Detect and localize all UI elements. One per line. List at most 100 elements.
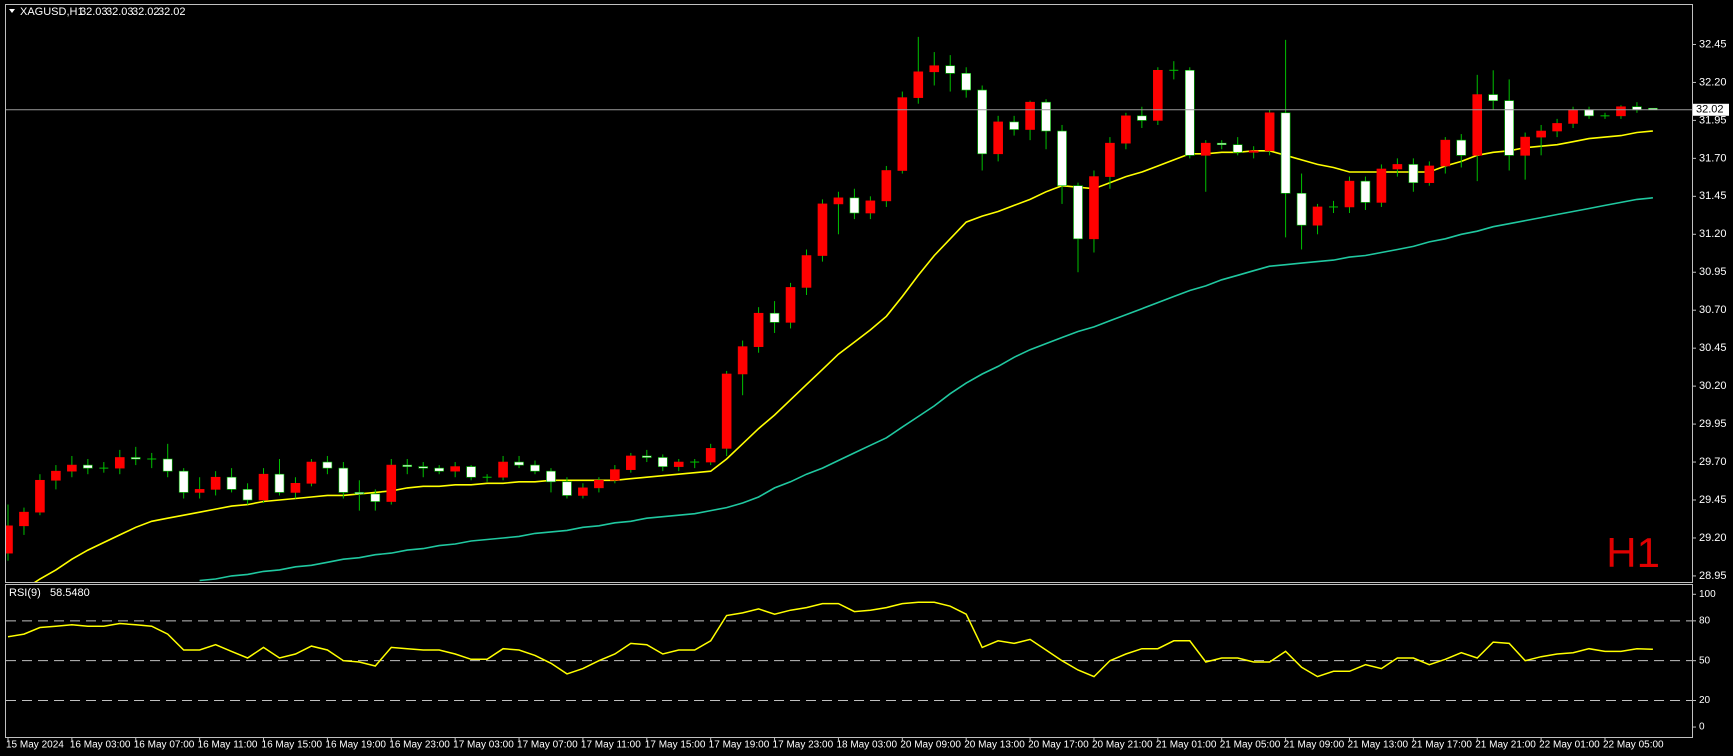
x-tick-label: 15 May 2024: [6, 740, 64, 751]
x-tick-label: 21 May 17:00: [1411, 740, 1472, 751]
y-tick-label: 31.20: [1699, 228, 1727, 240]
candle-body: [897, 97, 908, 171]
candle-body: [626, 455, 636, 470]
candle-body: [753, 312, 764, 347]
x-tick-label: 17 May 15:00: [645, 740, 706, 751]
candle-body: [1073, 185, 1083, 240]
x-tick-label: 20 May 21:00: [1092, 740, 1153, 751]
candle-body: [466, 466, 476, 478]
candle-body: [721, 373, 732, 449]
header-high: 32.03: [106, 6, 134, 18]
candle-body: [498, 461, 508, 478]
x-tick-label: 17 May 03:00: [453, 740, 514, 751]
y-tick-label: 20: [1699, 695, 1711, 706]
symbol-title: XAGUSD,H1: [20, 6, 84, 18]
candle-body: [1584, 109, 1594, 117]
y-tick-label: 80: [1699, 615, 1711, 626]
candle-body: [19, 511, 29, 527]
candle-body: [1344, 180, 1355, 208]
y-tick-label: 30.45: [1699, 342, 1727, 354]
x-tick-label: 20 May 09:00: [900, 740, 961, 751]
last-price-box: [1693, 103, 1729, 116]
candle-body: [450, 466, 460, 472]
y-tick-label: 29.95: [1699, 418, 1727, 430]
candle-body: [801, 255, 812, 288]
candle-body: [402, 464, 413, 467]
candle-body: [434, 467, 444, 472]
candle-body: [194, 489, 205, 493]
candle-body: [1216, 142, 1227, 145]
candle-body: [1376, 168, 1387, 203]
plot-area: [6, 36, 1658, 582]
x-tick-label: 17 May 07:00: [517, 740, 578, 751]
x-tick-label: 21 May 05:00: [1220, 740, 1281, 751]
candle-body: [641, 455, 652, 458]
candle-body: [114, 457, 125, 469]
x-tick-label: 16 May 15:00: [262, 740, 323, 751]
x-tick-label: 20 May 17:00: [1028, 740, 1089, 751]
candle-body: [1472, 94, 1483, 156]
header-open: 32.03: [80, 6, 108, 18]
candle-body: [1312, 206, 1323, 226]
x-tick-label: 20 May 13:00: [964, 740, 1025, 751]
candle-body: [1057, 130, 1067, 186]
candle-body: [1184, 69, 1195, 156]
candle-body: [881, 170, 892, 202]
candle-body: [1568, 109, 1578, 124]
x-tick-label: 16 May 19:00: [325, 740, 386, 751]
candle-body: [290, 483, 301, 493]
x-tick-label: 21 May 21:00: [1475, 740, 1536, 751]
x-tick-label: 21 May 13:00: [1347, 740, 1408, 751]
x-tick-label: 17 May 11:00: [581, 740, 641, 751]
candle-body: [306, 461, 317, 484]
y-tick-label: 31.45: [1699, 190, 1727, 202]
x-tick-label: 17 May 23:00: [773, 740, 834, 751]
candle-body: [210, 476, 221, 490]
y-tick-label: 32.20: [1699, 76, 1727, 88]
rsi-current: 58.5480: [50, 587, 90, 599]
candle-body: [242, 489, 253, 501]
menu-arrow[interactable]: [9, 9, 15, 13]
candle-body: [562, 481, 572, 496]
candle-body: [1041, 101, 1051, 132]
candle-body: [1264, 112, 1275, 152]
candle-body: [673, 461, 684, 467]
candle-body: [1121, 115, 1131, 144]
candle-body: [130, 457, 141, 460]
rsi-area: [6, 601, 1692, 701]
x-tick-label: 21 May 09:00: [1284, 740, 1345, 751]
candle-body: [514, 461, 524, 466]
candle-body: [1536, 130, 1546, 138]
candle-body: [737, 346, 748, 375]
candle-body: [610, 469, 620, 481]
x-tick-label: 22 May 01:00: [1539, 740, 1600, 751]
candle-body: [1296, 192, 1307, 226]
candle-body: [594, 479, 604, 489]
candle-body: [1456, 139, 1467, 156]
candle-body: [226, 476, 237, 490]
candle-body: [1200, 142, 1211, 156]
moving-average-line: [199, 197, 1653, 582]
candle-body: [6, 525, 13, 554]
rsi-line: [7, 601, 1653, 678]
candle-body: [769, 312, 780, 323]
y-tick-label: 29.20: [1699, 532, 1727, 544]
candle-body: [1360, 180, 1371, 203]
y-tick-label: 50: [1699, 655, 1711, 666]
candle-body: [1408, 164, 1419, 183]
y-tick-label: 30.70: [1699, 304, 1727, 316]
candle-body: [418, 466, 429, 469]
candle-body: [1025, 101, 1035, 130]
y-tick-label: 0: [1699, 722, 1705, 733]
x-tick-label: 16 May 23:00: [389, 740, 450, 751]
candle-body: [370, 493, 381, 502]
candle-body: [785, 287, 796, 323]
candle-body: [833, 197, 844, 205]
candle-body: [993, 121, 1003, 155]
x-tick-label: 16 May 07:00: [134, 740, 195, 751]
y-tick-label: 30.20: [1699, 380, 1727, 392]
rsi-title: RSI(9): [9, 587, 41, 599]
candle-body: [1424, 165, 1435, 183]
